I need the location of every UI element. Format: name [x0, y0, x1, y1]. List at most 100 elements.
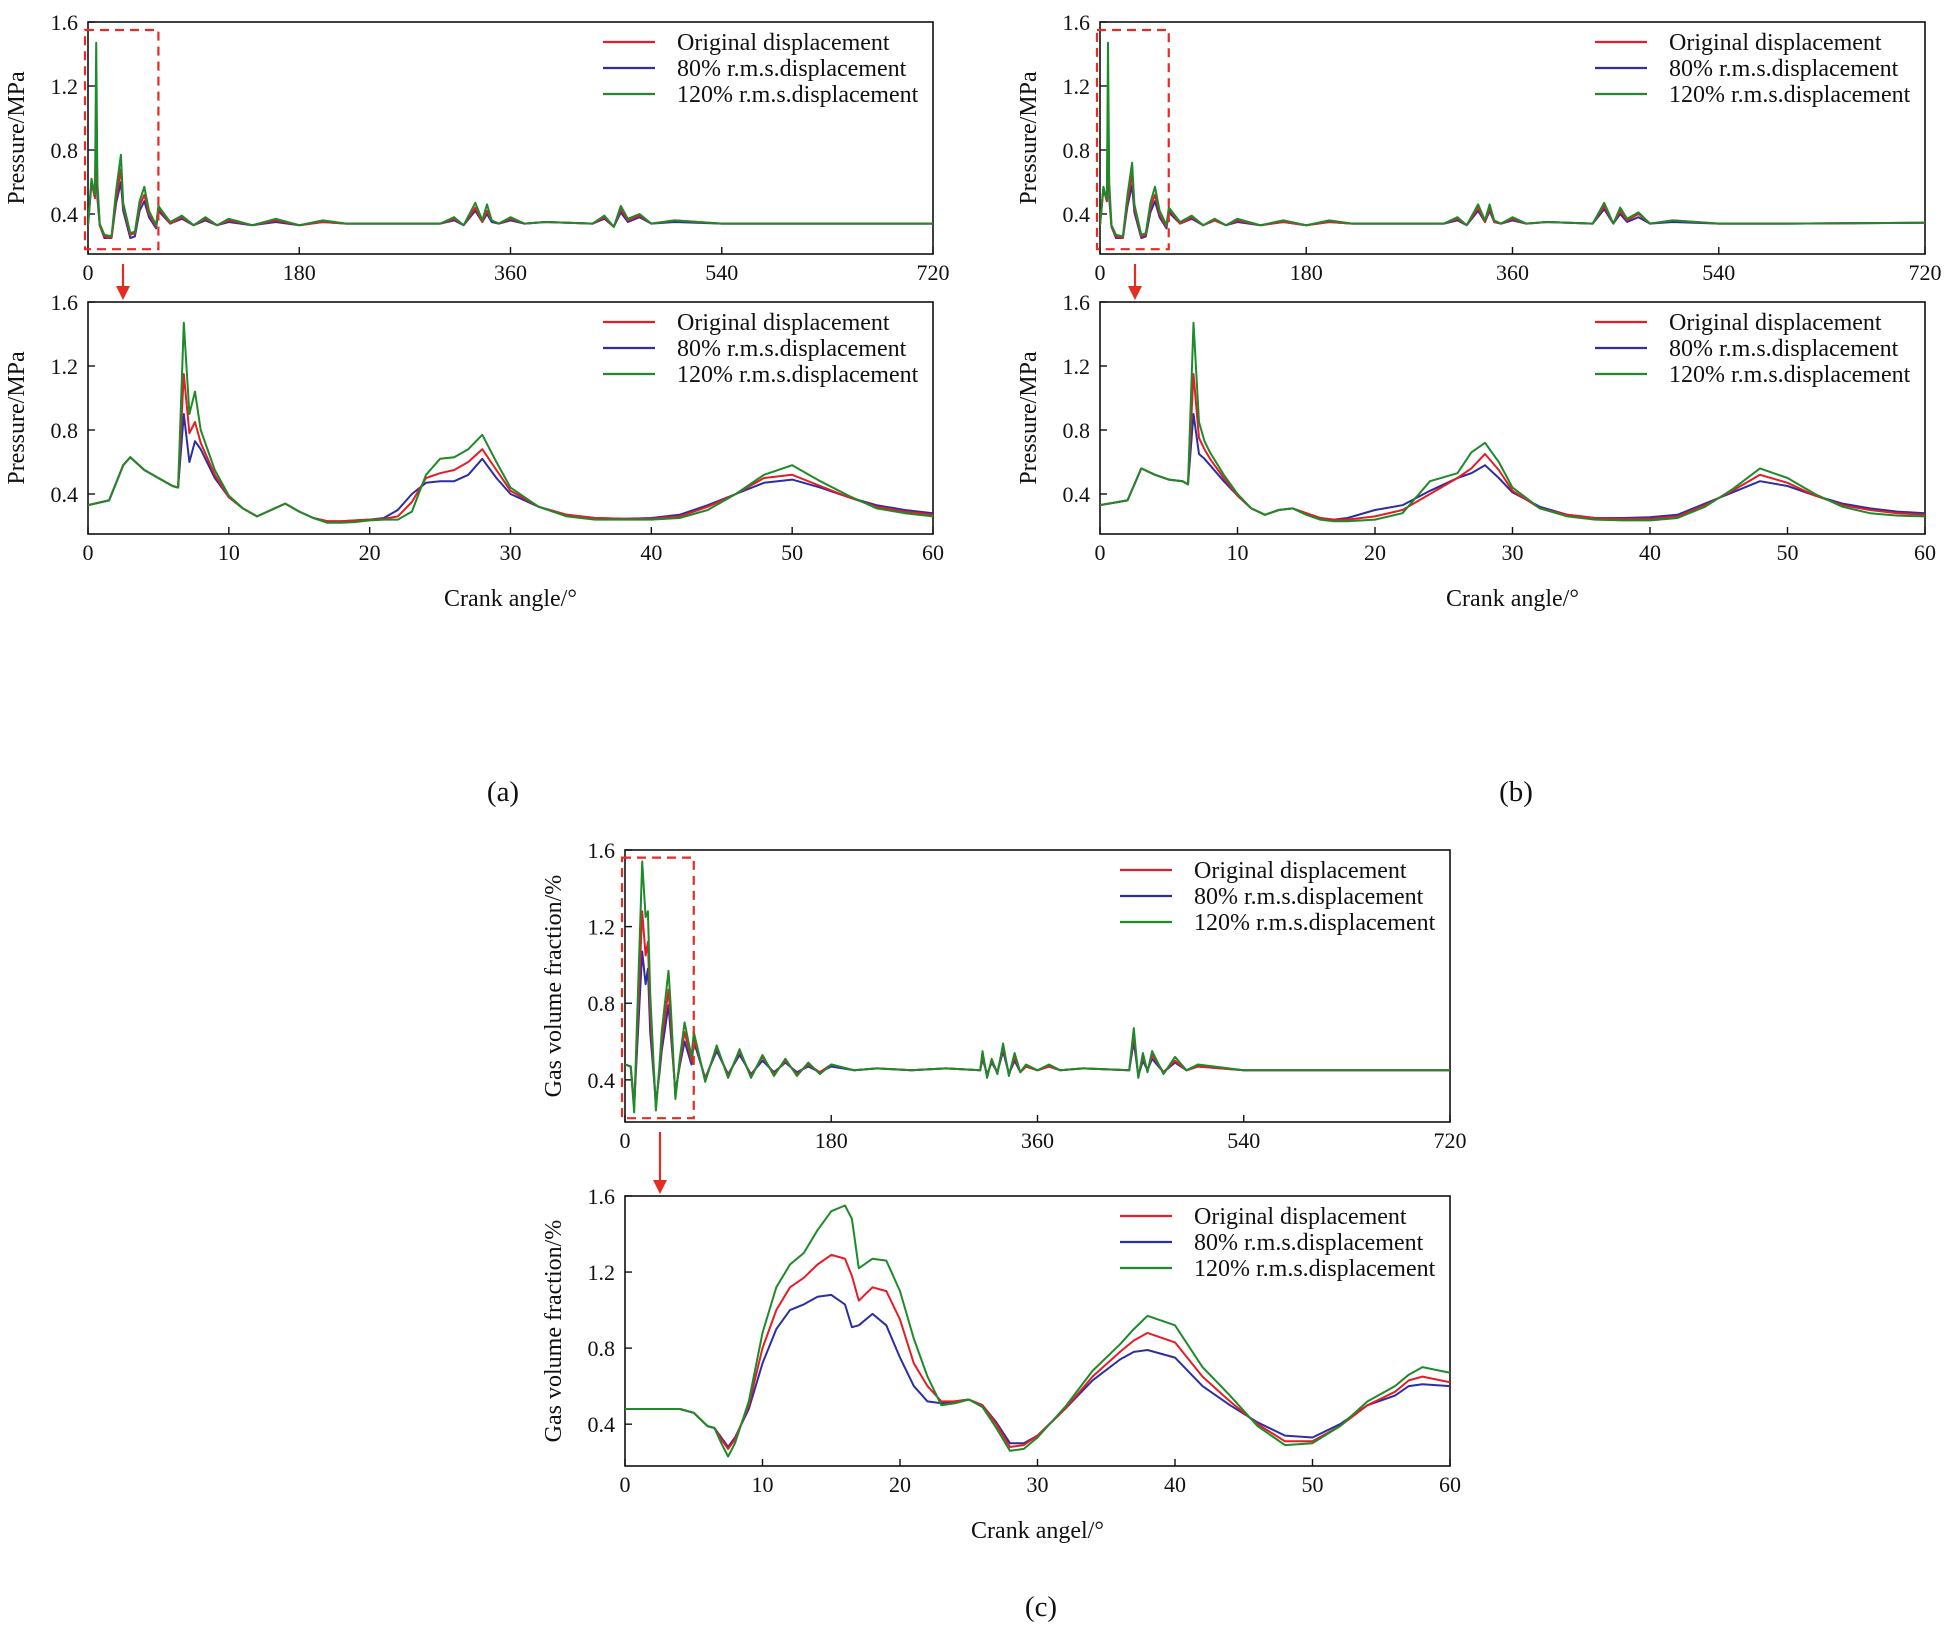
legend-label: 80% r.m.s.displacement — [1194, 1230, 1424, 1256]
zoom-arrow-head — [1128, 286, 1142, 300]
x-tick-label: 0 — [83, 540, 94, 565]
x-tick-label: 30 — [1027, 1472, 1049, 1497]
chart-b-full: 0 180 360 540 720 0.4 0.8 1.2 1.6 Pressure/MPa Ori… — [1016, 10, 1942, 300]
chart-c-zoom: 0 10 20 30 40 50 60 0.4 0.8 1.2 1.6 Gas volume frac… — [541, 1184, 1461, 1544]
legend-label: 80% r.m.s.displacement — [677, 336, 907, 362]
legend-label: 120% r.m.s.displacement — [1669, 82, 1911, 108]
y-tick-label: 0.8 — [51, 138, 79, 163]
zoom-highlight-box — [1095, 28, 1170, 251]
x-tick-label: 40 — [1639, 540, 1661, 565]
x-tick-label: 0 — [83, 260, 94, 285]
x-tick-label: 180 — [1290, 260, 1323, 285]
panel-caption: (b) — [1499, 776, 1533, 808]
x-axis-label: Crank angle/° — [444, 586, 577, 612]
x-tick-label: 20 — [889, 1472, 911, 1497]
x-tick-label: 10 — [218, 540, 240, 565]
series-line-120pct — [1100, 41, 1925, 238]
y-tick-label: 0.4 — [588, 1068, 616, 1093]
y-axis-label: Pressure/MPa — [4, 351, 30, 485]
y-axis-label: Gas volume fraction/% — [541, 875, 567, 1098]
y-tick-label: 1.2 — [1063, 354, 1091, 379]
legend-label: 120% r.m.s.displacement — [1669, 362, 1911, 388]
legend-label: Original displacement — [677, 310, 890, 336]
y-axis-label: Pressure/MPa — [1016, 71, 1042, 205]
x-tick-label: 50 — [781, 540, 803, 565]
series-line-original — [1100, 373, 1925, 521]
legend-label: 120% r.m.s.displacement — [1194, 910, 1436, 936]
x-tick-label: 360 — [1021, 1128, 1054, 1153]
legend-label: Original displacement — [1669, 30, 1882, 56]
series-line-80pct — [625, 950, 1450, 1106]
y-tick-label: 1.2 — [51, 74, 79, 99]
x-tick-label: 0 — [620, 1472, 631, 1497]
series-line-120pct — [1100, 321, 1925, 523]
series-line-120pct — [88, 41, 933, 238]
y-tick-label: 1.2 — [588, 1260, 616, 1285]
legend-label: 80% r.m.s.displacement — [677, 56, 907, 82]
x-tick-label: 50 — [1302, 1472, 1324, 1497]
x-tick-label: 60 — [1914, 540, 1936, 565]
x-tick-label: 720 — [1909, 260, 1942, 285]
y-tick-label: 1.6 — [1063, 10, 1091, 35]
y-axis-label: Pressure/MPa — [4, 71, 30, 205]
legend-label: 120% r.m.s.displacement — [677, 82, 919, 108]
x-tick-label: 540 — [705, 260, 738, 285]
legend-label: 120% r.m.s.displacement — [677, 362, 919, 388]
x-tick-label: 180 — [815, 1128, 848, 1153]
panel-caption: (a) — [487, 776, 519, 808]
x-tick-label: 720 — [1434, 1128, 1467, 1153]
x-tick-label: 40 — [1164, 1472, 1186, 1497]
series-line-80pct — [1100, 413, 1925, 521]
x-axis-label: Crank angel/° — [971, 1518, 1104, 1544]
x-tick-label: 720 — [917, 260, 950, 285]
x-tick-label: 540 — [1227, 1128, 1260, 1153]
series-line-original — [625, 1253, 1450, 1450]
y-axis-label: Pressure/MPa — [1016, 351, 1042, 485]
legend-label: Original displacement — [677, 30, 890, 56]
y-tick-label: 1.2 — [588, 915, 616, 940]
series-line-120pct — [625, 860, 1450, 1114]
y-tick-label: 0.4 — [1063, 202, 1091, 227]
zoom-arrow-head — [116, 286, 130, 300]
x-tick-label: 180 — [283, 260, 316, 285]
zoom-highlight-box — [83, 28, 160, 251]
panel-caption: (c) — [1025, 1591, 1057, 1623]
y-tick-label: 0.8 — [588, 1336, 616, 1361]
x-tick-label: 0 — [1095, 260, 1106, 285]
x-tick-label: 540 — [1702, 260, 1735, 285]
chart-a-full: 0 180 360 540 720 0.4 0.8 1.2 1.6 Pressure/MPa Ori… — [4, 10, 950, 300]
x-tick-label: 360 — [1496, 260, 1529, 285]
x-tick-label: 0 — [620, 1128, 631, 1153]
series-line-original — [625, 910, 1450, 1108]
x-tick-label: 50 — [1777, 540, 1799, 565]
y-tick-label: 1.2 — [1063, 74, 1091, 99]
y-tick-label: 0.8 — [1063, 138, 1091, 163]
y-axis-label: Gas volume fraction/% — [541, 1220, 567, 1443]
y-tick-label: 1.2 — [51, 354, 79, 379]
chart-b-zoom: 0 10 20 30 40 50 60 0.4 0.8 1.2 1.6 Pressure/MPa Cra… — [1016, 290, 1936, 612]
y-tick-label: 0.4 — [51, 482, 79, 507]
y-tick-label: 0.4 — [51, 202, 79, 227]
series-line-120pct — [625, 1204, 1450, 1458]
chart-a-zoom: 0 10 20 30 40 50 60 0.4 0.8 1.2 1.6 Pressure/MPa Cra… — [4, 290, 944, 612]
series-line-original — [88, 373, 933, 523]
y-tick-label: 1.6 — [588, 838, 616, 863]
x-tick-label: 20 — [359, 540, 381, 565]
series-line-80pct — [1100, 133, 1925, 239]
y-tick-label: 0.8 — [588, 991, 616, 1016]
y-tick-label: 0.8 — [1063, 418, 1091, 443]
y-tick-label: 0.4 — [588, 1412, 616, 1437]
y-tick-label: 1.6 — [51, 290, 79, 315]
legend-label: 80% r.m.s.displacement — [1194, 884, 1424, 910]
x-tick-label: 40 — [640, 540, 662, 565]
chart-c-full: 0 180 360 540 720 0.4 0.8 1.2 1.6 Gas volume frac… — [541, 838, 1467, 1194]
legend-label: 80% r.m.s.displacement — [1669, 336, 1899, 362]
x-axis-label: Crank angle/° — [1446, 586, 1579, 612]
series-line-120pct — [88, 321, 933, 524]
y-tick-label: 1.6 — [51, 10, 79, 35]
legend-label: Original displacement — [1194, 858, 1407, 884]
x-tick-label: 30 — [500, 540, 522, 565]
legend-label: 80% r.m.s.displacement — [1669, 56, 1899, 82]
